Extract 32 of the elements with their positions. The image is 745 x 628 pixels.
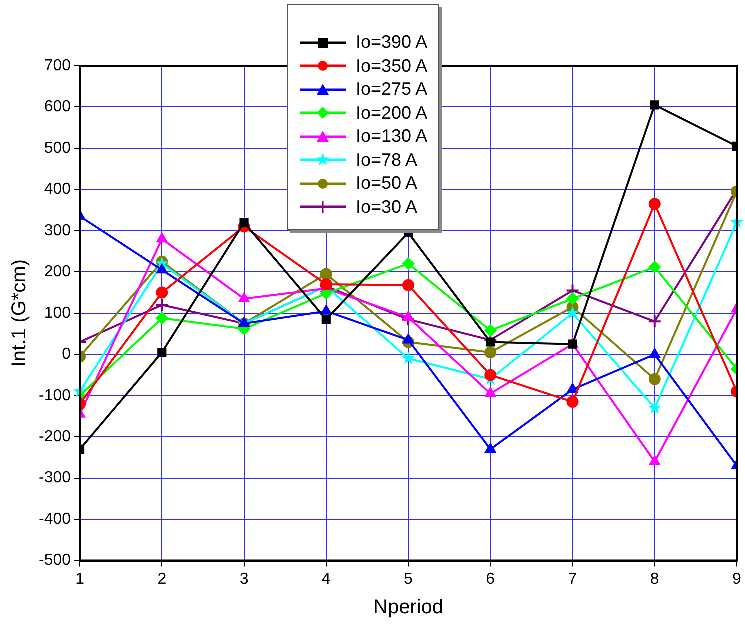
legend-label: Io=130 A <box>356 125 428 148</box>
y-tick-label: -400 <box>38 510 72 528</box>
legend-label: Io=275 A <box>356 78 428 101</box>
y-tick-label: 0 <box>62 346 72 364</box>
y-tick-label: 500 <box>44 140 72 157</box>
legend-label: Io=200 A <box>356 102 428 124</box>
y-tick-label: 200 <box>44 264 72 281</box>
legend-label: Io=390 A <box>356 31 428 54</box>
x-tick-label: 8 <box>650 570 660 588</box>
legend-label: Io=78 A <box>356 148 418 172</box>
legend-label: Io=350 A <box>356 54 428 78</box>
x-tick-label: 5 <box>404 570 414 588</box>
y-tick-label: 300 <box>44 222 72 240</box>
x-tick-label: 1 <box>76 570 85 588</box>
x-tick-label: 2 <box>158 570 167 588</box>
y-tick-label: -200 <box>38 428 72 446</box>
y-tick-label: -500 <box>38 552 72 570</box>
x-tick-label: 3 <box>240 570 249 588</box>
x-tick-label: 6 <box>486 570 496 588</box>
y-axis-title: Int.1 (G*cm) <box>8 260 31 368</box>
x-tick-label: 7 <box>568 570 578 588</box>
y-tick-label: 600 <box>44 98 72 116</box>
x-tick-label: 9 <box>732 570 742 588</box>
y-tick-label: 400 <box>44 181 72 198</box>
legend-label: Io=50 A <box>356 172 418 195</box>
y-tick-label: 700 <box>44 57 72 74</box>
y-tick-label: -100 <box>38 387 72 404</box>
y-tick-label: 100 <box>44 304 72 322</box>
legend-label: Io=30 A <box>356 196 418 218</box>
y-tick-label: -300 <box>38 470 72 487</box>
x-axis-title: Nperiod <box>373 596 444 619</box>
x-tick-label: 4 <box>322 570 331 588</box>
